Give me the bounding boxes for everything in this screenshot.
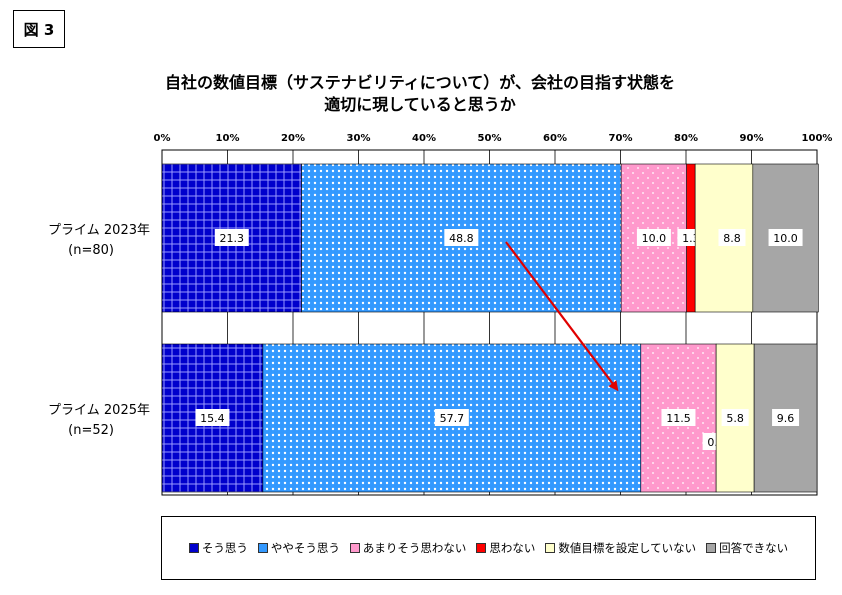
data-label: 10.0: [642, 232, 667, 245]
x-tick-label: 50%: [478, 133, 502, 144]
data-label-bg: [772, 409, 800, 426]
data-label: 21.3: [220, 232, 245, 245]
chart-title-line1: 自社の数値目標（サステナビリティについて）が、会社の目指す状態を: [165, 73, 675, 92]
data-label-bg: [195, 409, 230, 426]
x-tick-label: 100%: [802, 133, 833, 144]
trend-arrow: [505, 241, 619, 392]
x-tick-label: 0%: [154, 133, 171, 144]
chart-legend: そう思う ややそう思う あまりそう思わない 思わない 数値目標を設定していない 回答できな…: [161, 516, 816, 580]
legend-item: ややそう思う: [257, 540, 340, 556]
x-tick-label: 90%: [740, 133, 764, 144]
data-label-bg: [661, 409, 696, 426]
data-label-bg: [768, 229, 803, 246]
legend-item: 思わない: [476, 540, 535, 556]
legend-swatch: [476, 543, 487, 553]
data-label: 5.8: [726, 412, 744, 425]
data-label-bg: [444, 229, 479, 246]
x-tick-label: 40%: [412, 133, 436, 144]
x-tick-label: 60%: [543, 133, 567, 144]
category-n-label: (n=52): [68, 423, 114, 438]
data-label: 48.8: [449, 232, 474, 245]
legend-item: 回答できない: [706, 540, 788, 556]
x-tick-label: 20%: [281, 133, 305, 144]
legend-item: そう思う: [188, 540, 248, 556]
x-tick-label: 30%: [347, 133, 371, 144]
legend-item: 数値目標を設定していない: [545, 540, 696, 556]
data-label: 8.8: [723, 232, 741, 245]
x-tick-label: 80%: [674, 133, 698, 144]
data-label-bg: [434, 409, 469, 426]
data-label: 57.7: [440, 412, 465, 425]
category-n-label: (n=80): [68, 243, 114, 258]
data-label: 9.6: [777, 412, 795, 425]
legend-label: そう思う: [201, 541, 248, 555]
data-label-bg: [214, 229, 249, 246]
legend-label: 回答できない: [719, 541, 789, 555]
category-label: プライム 2025年: [48, 403, 150, 418]
data-label-bg: [636, 229, 671, 246]
category-label: プライム 2023年: [48, 223, 150, 238]
legend-swatch: [349, 543, 360, 553]
chart-title-line2: 適切に現していると思うか: [324, 95, 516, 114]
legend-label: あまりそう思わない: [362, 541, 467, 555]
figure-label: 図 3: [13, 10, 65, 48]
x-tick-label: 70%: [609, 133, 633, 144]
legend-label: 思わない: [489, 541, 536, 555]
legend-swatch: [257, 543, 268, 553]
data-label-bg: [718, 229, 746, 246]
data-label: 15.4: [200, 412, 225, 425]
legend-item: あまりそう思わない: [349, 540, 467, 556]
x-tick-label: 10%: [216, 133, 240, 144]
legend-swatch: [545, 543, 556, 553]
data-label: 11.5: [666, 412, 691, 425]
data-label-bg: [721, 409, 749, 426]
legend-label: ややそう思う: [270, 541, 340, 555]
legend-swatch: [706, 543, 717, 553]
legend-label: 数値目標を設定していない: [558, 541, 697, 555]
legend-swatch: [188, 543, 199, 553]
data-label: 10.0: [773, 232, 798, 245]
